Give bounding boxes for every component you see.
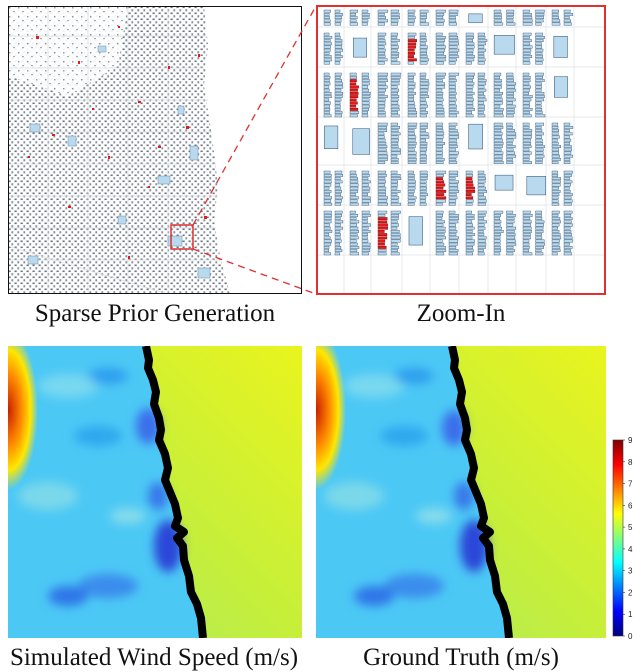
city-map-panel [8,6,302,294]
caption-sparse-prior: Sparse Prior Generation [34,300,276,327]
shoreline [142,346,207,638]
colorbar-tick-label: 2 [628,588,633,597]
zoom-box [170,224,194,250]
colorbar-tick-label: 9 [628,436,633,445]
colorbar-tick-label: 8 [628,458,633,467]
colorbar-gradient [612,439,624,637]
colorbar-tick-label: 3 [628,567,633,576]
colorbar-tick-label: 0 [628,632,633,640]
caption-simulated-wind: Simulated Wind Speed (m/s) [9,644,299,671]
zoom-connector-lines [192,5,317,295]
zoom-in-panel [316,5,606,295]
colorbar-tick-label: 4 [628,545,633,554]
colorbar-tick-label: 5 [628,523,633,532]
simulated-wind-heatmap [8,346,302,638]
caption-zoom-in: Zoom-In [416,300,506,327]
colorbar-tick-label: 1 [628,610,633,619]
colorbar-tick-label: 6 [628,501,633,510]
colorbar-tick-label: 7 [628,480,633,489]
ground-truth-heatmap [316,346,606,638]
caption-ground-truth: Ground Truth (m/s) [363,644,559,671]
shoreline [448,346,513,638]
colorbar: 9 8 7 6 5 4 3 2 1 0 [612,436,640,640]
